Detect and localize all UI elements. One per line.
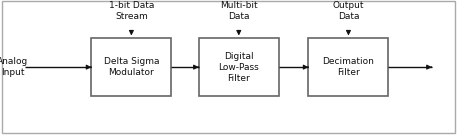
Text: Decimation
Filter: Decimation Filter: [323, 57, 374, 77]
Text: Multi-bit
Data: Multi-bit Data: [220, 1, 258, 21]
Bar: [91, 38, 171, 96]
Text: Digital
Low-Pass
Filter: Digital Low-Pass Filter: [218, 52, 259, 83]
Bar: [199, 38, 279, 96]
Text: 1-bit Data
Stream: 1-bit Data Stream: [109, 1, 154, 21]
Bar: [308, 38, 388, 96]
Text: Output
Data: Output Data: [333, 1, 364, 21]
Text: Analog
Input: Analog Input: [0, 57, 28, 77]
Text: Delta Sigma
Modulator: Delta Sigma Modulator: [104, 57, 159, 77]
